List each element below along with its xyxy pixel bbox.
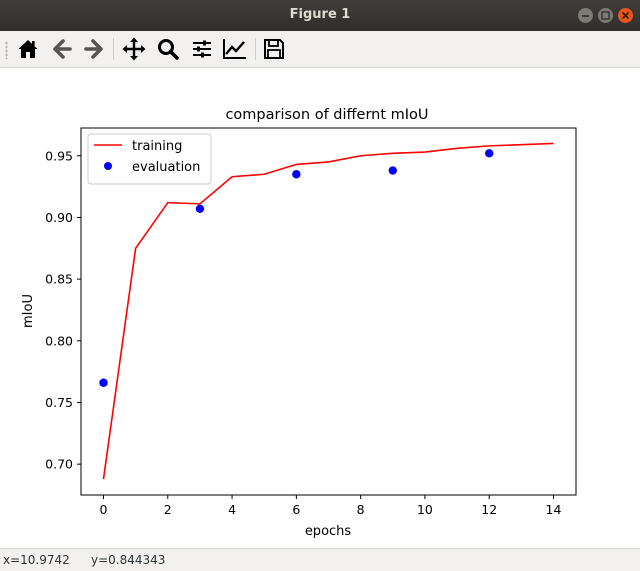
pan-move-icon bbox=[122, 37, 146, 61]
chart-title: comparison of differnt mIoU bbox=[225, 107, 428, 123]
close-icon bbox=[621, 11, 630, 20]
window-title: Figure 1 bbox=[289, 7, 351, 22]
zoom-button[interactable] bbox=[154, 35, 182, 63]
maximize-button[interactable] bbox=[598, 8, 613, 23]
legend-frame bbox=[87, 133, 212, 185]
series-evaluation-point bbox=[292, 170, 301, 179]
legend-evaluation-label: evaluation bbox=[132, 160, 200, 175]
y-tick-label: 0.80 bbox=[45, 333, 73, 348]
legend-evaluation-swatch bbox=[104, 162, 112, 170]
save-floppy-icon bbox=[264, 39, 284, 59]
axes-frame bbox=[80, 127, 577, 496]
close-button[interactable] bbox=[618, 8, 633, 23]
x-tick-label: 6 bbox=[292, 502, 300, 517]
toolbar-separator bbox=[113, 38, 114, 60]
forward-button[interactable] bbox=[80, 35, 108, 63]
forward-arrow-icon bbox=[84, 39, 103, 59]
y-tick-label: 0.70 bbox=[45, 457, 73, 472]
x-tick-label: 12 bbox=[481, 502, 497, 517]
navigation-toolbar bbox=[0, 31, 640, 68]
x-axis-label: epochs bbox=[305, 524, 352, 539]
series-evaluation-point bbox=[99, 378, 108, 387]
figure-canvas[interactable]: comparison of differnt mIoU 0 2 4 6 8 10 12 14 0… bbox=[0, 68, 640, 548]
edit-axes-button[interactable] bbox=[221, 35, 249, 63]
y-tick-label: 0.90 bbox=[45, 210, 73, 225]
series-evaluation-point bbox=[195, 204, 205, 214]
save-button[interactable] bbox=[260, 35, 288, 63]
configure-subplots-icon bbox=[193, 40, 211, 58]
series-evaluation-point bbox=[388, 166, 397, 175]
legend-training-label: training bbox=[132, 139, 182, 154]
home-button[interactable] bbox=[14, 35, 42, 63]
x-tick-label: 10 bbox=[417, 502, 433, 517]
y-tick-label: 0.95 bbox=[45, 148, 73, 163]
back-button[interactable] bbox=[48, 35, 76, 63]
series-training-line bbox=[102, 142, 554, 480]
x-tick-label: 2 bbox=[164, 502, 172, 517]
y-tick-label: 0.85 bbox=[45, 272, 73, 287]
cursor-x-readout: x=10.9742 bbox=[3, 553, 70, 567]
back-arrow-icon bbox=[53, 39, 72, 59]
y-tick-label: 0.75 bbox=[45, 395, 73, 410]
x-tick-label: 4 bbox=[228, 502, 236, 517]
status-bar: x=10.9742 y=0.844343 bbox=[0, 548, 640, 571]
minimize-button[interactable] bbox=[578, 8, 593, 23]
legend: training evaluation bbox=[87, 133, 212, 185]
cursor-y-readout: y=0.844343 bbox=[91, 553, 166, 567]
toolbar-separator bbox=[255, 38, 256, 60]
pan-button[interactable] bbox=[120, 35, 148, 63]
window-titlebar[interactable]: Figure 1 bbox=[0, 0, 640, 31]
x-tick-label: 14 bbox=[546, 502, 562, 517]
home-icon bbox=[18, 40, 38, 58]
maximize-icon bbox=[601, 11, 610, 20]
minimize-icon bbox=[582, 15, 589, 17]
configure-subplots-button[interactable] bbox=[188, 35, 216, 63]
y-axis-label: mIoU bbox=[21, 294, 36, 328]
toolbar-grip[interactable] bbox=[5, 41, 8, 59]
x-tick-label: 8 bbox=[357, 502, 365, 517]
edit-axes-icon bbox=[223, 39, 246, 59]
chart[interactable]: comparison of differnt mIoU 0 2 4 6 8 10 12 14 0… bbox=[0, 68, 640, 548]
zoom-magnifier-icon bbox=[158, 39, 179, 60]
x-tick-label: 0 bbox=[100, 502, 108, 517]
series-evaluation-point bbox=[485, 149, 494, 158]
